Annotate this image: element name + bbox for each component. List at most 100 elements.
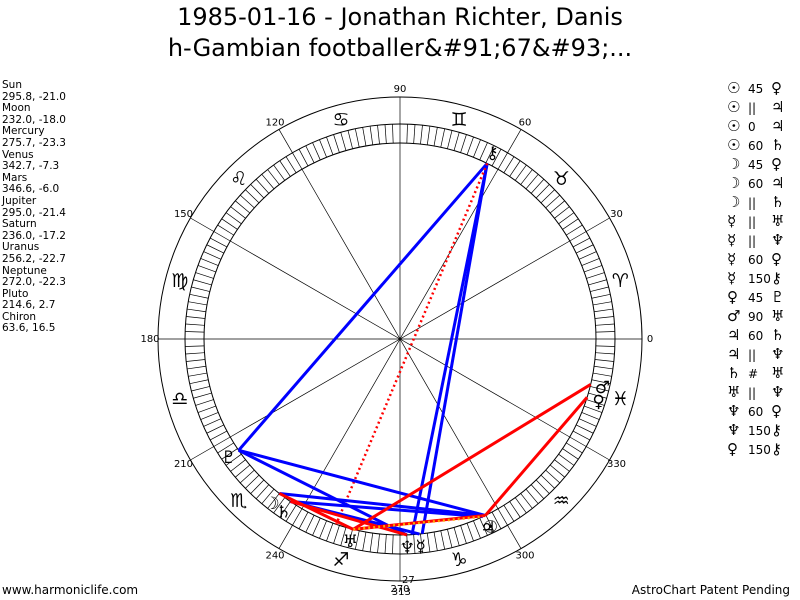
ring-tick	[594, 359, 614, 362]
aspect-row: ☉ 45 ♀	[727, 79, 799, 98]
zodiac-sign-glyph: ♓	[612, 388, 629, 410]
aspect-row: ☉ 0 ♃	[727, 117, 799, 136]
aspect-planet-b-glyph: ♀	[771, 250, 782, 268]
planet-name: Uranus	[2, 241, 40, 254]
zodiac-sign-glyph: ♐	[332, 549, 349, 571]
ring-tick	[420, 125, 423, 145]
planet-coords: 236.0, -17.2	[2, 229, 66, 242]
planet-name: Saturn	[2, 218, 37, 231]
degree-label: 180	[140, 334, 159, 345]
planet-coords: 342.7, -7.3	[2, 160, 60, 173]
ring-tick	[312, 517, 321, 536]
aspect-planet-a-glyph: ☉	[727, 98, 741, 116]
ring-tick	[298, 149, 309, 167]
aspect-angle: ||	[748, 234, 757, 248]
ring-tick	[426, 126, 431, 145]
ring-tick	[592, 301, 612, 306]
planet-coords: 256.2, -22.7	[2, 252, 66, 265]
ring-tick	[525, 174, 539, 190]
ring-tick	[193, 279, 212, 286]
ring-tick	[210, 237, 228, 248]
planet-name: Venus	[2, 148, 34, 161]
planet-glyph-sun: ☉	[483, 517, 498, 537]
planet-coords: 63.6, 16.5	[2, 322, 56, 335]
ring-tick	[562, 448, 579, 460]
ring-tick	[460, 134, 467, 153]
aspect-planet-b-glyph: ♄	[771, 136, 785, 154]
ring-tick	[569, 436, 587, 447]
ring-tick	[267, 493, 280, 509]
degree-label: 210	[174, 459, 193, 470]
planet-coords: 295.8, -21.0	[2, 90, 66, 103]
ring-tick	[285, 505, 297, 522]
ring-tick	[594, 316, 614, 319]
ring-tick	[186, 359, 206, 362]
planet-glyph-chiron: ⚷	[486, 144, 498, 164]
ring-tick	[298, 511, 309, 529]
aspect-row: ☉ 60 ♄	[727, 136, 799, 155]
aspect-planet-b-glyph: ⚷	[771, 440, 782, 458]
aspect-row: ☿ || ♅	[727, 212, 799, 231]
ring-tick	[312, 142, 321, 161]
aspect-planet-b-glyph: ♃	[771, 174, 785, 192]
aspect-list: ☉ 45 ♀ ☉ || ♃ ☉ 0 ♃ ☉ 60 ♄ ☽ 45 ♀ ☽ 60 ♃ ☽ || ♄ ☿ || ♅ ☿ || ♆ ☿ 60 ♀ ☿…	[727, 79, 799, 459]
ring-tick	[497, 508, 508, 526]
ring-tick	[514, 164, 527, 181]
zodiac-sign-glyph: ♎	[171, 388, 188, 410]
ring-tick	[558, 453, 575, 466]
aspect-planet-a-glyph: ☉	[727, 79, 741, 97]
planet-name: Neptune	[2, 264, 47, 277]
ring-tick	[491, 149, 502, 167]
ring-tick	[440, 128, 446, 148]
ring-tick	[230, 459, 246, 472]
aspect-line	[410, 163, 489, 535]
ring-tick	[572, 237, 590, 248]
aspect-planet-b-glyph: ♅	[771, 307, 785, 325]
ring-tick	[586, 272, 605, 279]
ring-tick	[261, 174, 275, 190]
ring-tick	[333, 134, 340, 153]
ring-tick	[191, 286, 210, 292]
zodiac-sign-glyph: ♑	[450, 549, 467, 571]
aspect-line	[352, 383, 592, 531]
aspect-angle: 150	[748, 424, 771, 438]
planet-name: Mercury	[2, 125, 45, 138]
zodiac-sign-glyph: ♉	[553, 168, 570, 190]
aspect-planet-a-glyph: ☉	[727, 136, 741, 154]
aspect-row: ♀ 150 ⚷	[727, 440, 799, 459]
aspect-planet-a-glyph: ♂	[727, 307, 741, 325]
ring-tick	[440, 530, 446, 550]
ring-tick	[566, 224, 583, 236]
zodiac-sign-glyph: ♊	[450, 109, 467, 131]
ring-tick	[195, 399, 214, 406]
aspect-row: ☽ 60 ♃	[727, 174, 799, 193]
ring-tick	[453, 527, 460, 546]
degree-label: 330	[607, 459, 626, 470]
ring-tick	[572, 430, 590, 441]
planet-name: Sun	[2, 79, 22, 91]
zodiac-sign-glyph: ♍	[171, 270, 188, 292]
ring-tick	[326, 523, 334, 542]
ring-tick	[292, 152, 303, 170]
aspect-planet-a-glyph: ♅	[727, 383, 741, 401]
outer-spoke	[190, 446, 214, 461]
aspect-line	[279, 491, 486, 517]
aspect-line	[278, 492, 354, 531]
ring-tick	[221, 218, 238, 230]
ring-tick	[413, 124, 416, 144]
ring-tick	[285, 156, 297, 173]
footer-patent: AstroChart Patent Pending	[631, 583, 790, 597]
ring-tick	[185, 323, 205, 326]
ring-tick	[305, 145, 315, 163]
zodiac-sign-glyph: ♒	[553, 490, 570, 512]
ring-tick	[581, 258, 600, 266]
ring-tick	[185, 352, 205, 355]
ring-tick	[535, 184, 550, 199]
ring-tick	[558, 212, 575, 225]
degree-label: 0	[647, 334, 653, 345]
degree-label: 30	[610, 209, 623, 220]
ring-tick	[369, 533, 374, 552]
ring-tick	[473, 520, 481, 539]
ring-tick	[185, 331, 205, 333]
